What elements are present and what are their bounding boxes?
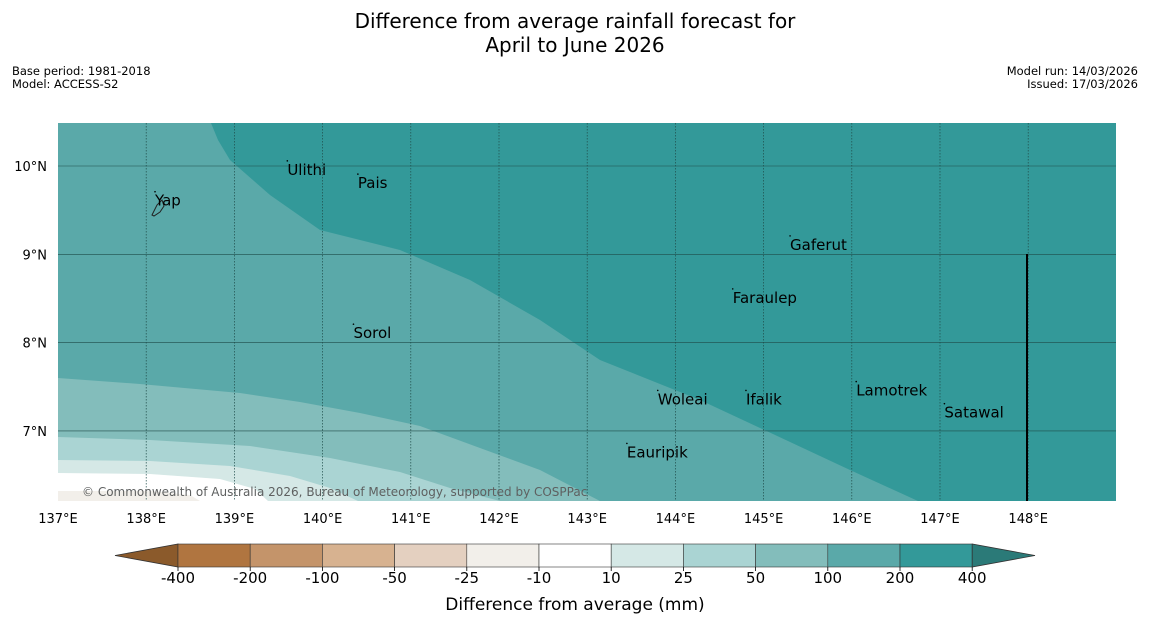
place-label-faraulep: Faraulep — [733, 289, 797, 307]
lon-tick-label: 142°E — [479, 512, 519, 527]
band-neutral — [58, 491, 200, 501]
colorbar-tick-label: -100 — [305, 569, 339, 587]
place-label-pais: Pais — [358, 174, 388, 192]
colorbar: -400 -200 -100 -50 -25 -10 10 25 50 100 200 400 — [114, 543, 1036, 587]
colorbar-swatch — [827, 543, 901, 568]
place-marker — [286, 160, 289, 162]
colorbar-tick-label: 100 — [813, 569, 842, 587]
colorbar-extend-low — [114, 543, 179, 568]
colorbar-tick-label: 50 — [746, 569, 765, 587]
colorbar-swatch — [538, 543, 612, 568]
place-marker — [656, 389, 659, 392]
lon-tick-label: 141°E — [391, 512, 431, 527]
chart-title: Difference from average rainfall forecas… — [0, 9, 1150, 57]
run-info: Model run: 14/03/2026 Issued: 17/03/2026 — [1007, 65, 1138, 91]
title-line-2: April to June 2026 — [485, 33, 665, 57]
yap-island — [151, 199, 165, 217]
colorbar-swatch — [683, 543, 756, 568]
colorbar-tick-label: -200 — [233, 569, 267, 587]
lat-tick-label: 8°N — [23, 337, 48, 352]
colorbar-swatch — [394, 543, 468, 568]
lon-tick-label: 144°E — [656, 512, 696, 527]
place-label-gaferut: Gaferut — [790, 236, 847, 254]
place-marker — [855, 380, 858, 383]
place-label-woleai: Woleai — [658, 390, 708, 408]
lon-tick-label: 140°E — [303, 512, 343, 527]
colorbar-swatch — [466, 543, 540, 568]
colorbar-tick-label: 400 — [958, 569, 987, 587]
place-marker — [731, 288, 734, 290]
colorbar-swatch — [249, 543, 323, 568]
longitude-axis: 137°E 138°E 139°E 140°E 141°E 142°E 143°E 144°E… — [38, 512, 1048, 527]
latitude-axis: 10°N 9°N 8°N 7°N — [14, 160, 47, 440]
copyright-notice: © Commonwealth of Australia 2026, Bureau… — [82, 485, 587, 499]
place-labels: Ulithi Pais Yap Gaferut Faraulep Sorol Lamotre… — [154, 160, 1004, 461]
lon-tick-label: 143°E — [567, 512, 607, 527]
place-label-lamotrek: Lamotrek — [856, 382, 927, 400]
place-marker — [943, 402, 946, 405]
title-line-1: Difference from average rainfall forecas… — [354, 9, 796, 33]
lat-tick-label: 9°N — [23, 248, 48, 263]
colorbar-tick-label: -400 — [161, 569, 195, 587]
place-label-ulithi: Ulithi — [287, 161, 326, 179]
colorbar-tick-label: -25 — [455, 569, 480, 587]
place-label-eauripik: Eauripik — [627, 443, 688, 461]
place-marker — [626, 442, 628, 445]
colorbar-swatch — [610, 543, 684, 568]
place-marker — [789, 235, 791, 237]
place-marker — [357, 173, 359, 175]
place-marker — [352, 323, 355, 325]
colorbar-swatch — [177, 543, 251, 568]
colorbar-tick-label: 25 — [674, 569, 693, 587]
colorbar-swatch — [755, 543, 829, 568]
colorbar-tick-label: 10 — [602, 569, 621, 587]
model-info: Base period: 1981-2018 Model: ACCESS-S2 — [12, 65, 151, 91]
graticule — [58, 123, 1116, 501]
colorbar-extend-high — [971, 543, 1036, 568]
lon-tick-label: 138°E — [126, 512, 166, 527]
place-marker — [154, 190, 156, 193]
place-label-sorol: Sorol — [353, 324, 391, 342]
issued-date: Issued: 17/03/2026 — [1027, 77, 1138, 91]
colorbar-tick-label: 200 — [886, 569, 915, 587]
colorbar-swatch — [899, 543, 973, 568]
lon-tick-label: 148°E — [1008, 512, 1048, 527]
lon-tick-label: 145°E — [744, 512, 784, 527]
colorbar-tick-label: -10 — [527, 569, 552, 587]
place-label-ifalik: Ifalik — [746, 390, 782, 408]
lat-tick-label: 10°N — [14, 160, 47, 175]
base-period: Base period: 1981-2018 — [12, 64, 151, 78]
place-marker — [745, 389, 747, 392]
lon-tick-label: 137°E — [38, 512, 78, 527]
model-name: Model: ACCESS-S2 — [12, 77, 119, 91]
model-run: Model run: 14/03/2026 — [1006, 64, 1138, 78]
colorbar-tick-label: -50 — [382, 569, 407, 587]
place-label-yap: Yap — [154, 192, 181, 210]
place-label-satawal: Satawal — [944, 404, 1003, 422]
lon-tick-label: 147°E — [920, 512, 960, 527]
colorbar-swatch — [322, 543, 395, 568]
lon-tick-label: 146°E — [832, 512, 872, 527]
lon-tick-label: 139°E — [215, 512, 255, 527]
forecast-map: Ulithi Pais Yap Gaferut Faraulep Sorol Lamotre… — [58, 123, 1116, 501]
colorbar-label: Difference from average (mm) — [445, 595, 704, 615]
lat-tick-label: 7°N — [23, 425, 48, 440]
band-above-400 — [211, 123, 1116, 501]
